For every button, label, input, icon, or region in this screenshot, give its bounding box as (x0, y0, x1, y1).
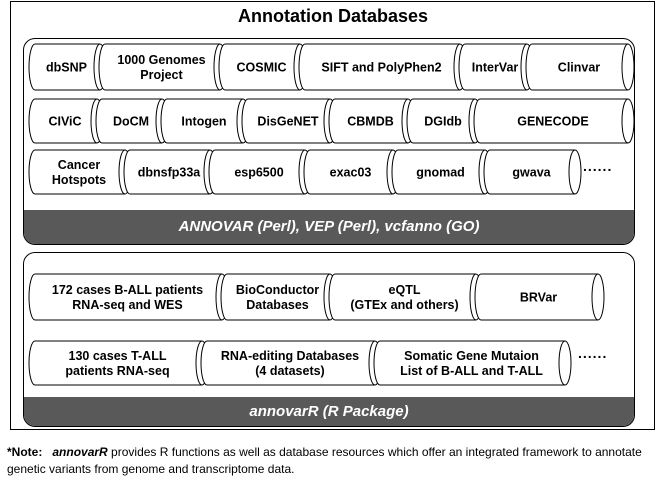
db-cylinder-cbmdb: CBMDB (328, 98, 415, 144)
db-label: InterVar (472, 61, 519, 75)
db-label: gnomad (416, 166, 465, 180)
db-label: Intogen (181, 115, 226, 129)
db-cylinder-172-cases-b-all-patients-rna-seq-and-wes: 172 cases B-ALL patients RNA-seq and WES (28, 273, 229, 321)
annovarr-package-bar: annovarR (R Package) (24, 397, 634, 426)
db-label: COSMIC (237, 61, 287, 75)
db-label: DoCM (113, 115, 149, 129)
db-label: BioConductor Databases (236, 283, 319, 312)
note-package: annovarR (52, 445, 108, 459)
db-cylinder-docm: DoCM (95, 98, 169, 144)
db-label: dbSNP (46, 61, 87, 75)
db-cylinder-somatic-gene-mutaion-list-of-b-all-and-t-all: Somatic Gene Mutaion List of B-ALL and T-… (373, 340, 572, 386)
db-cylinder-clinvar: Clinvar (525, 43, 635, 91)
db-label: esp6500 (234, 166, 283, 180)
db-label: SIFT and PolyPhen2 (321, 61, 441, 75)
db-cylinder-rna-editing-databases-4-datasets: RNA-editing Databases (4 datasets) (200, 340, 382, 386)
note-text: provides R functions as well as database… (7, 445, 642, 476)
db-label: 1000 Genomes Project (117, 53, 205, 82)
db-cylinder-intervar: InterVar (458, 43, 534, 91)
db-cylinder-cancer-hotspots: Cancer Hotspots (28, 149, 132, 195)
annovar-tools-bar: ANNOVAR (Perl), VEP (Perl), vcfanno (GO) (24, 210, 634, 244)
db-cylinder-dgidb: DGIdb (406, 98, 482, 144)
db-label: 172 cases B-ALL patients RNA-seq and WES (52, 283, 203, 312)
db-cylinder-disgenet: DisGeNET (241, 98, 337, 144)
more-databases-ellipsis: ...... (583, 158, 613, 174)
footnote: *Note: annovarR provides R functions as … (7, 444, 662, 478)
db-label: Clinvar (558, 61, 601, 75)
db-label: GENECODE (517, 115, 589, 129)
db-label: exac03 (330, 166, 372, 180)
diagram-title: Annotation Databases (237, 6, 429, 26)
db-cylinder-civic: CIViC (28, 98, 104, 144)
db-cylinder-esp6500: esp6500 (208, 149, 312, 195)
db-cylinder-brvar: BRVar (474, 273, 605, 321)
db-cylinder-dbsnp: dbSNP (28, 43, 107, 91)
db-cylinder-gwava: gwava (483, 149, 582, 195)
db-cylinder-sift-and-polyphen2: SIFT and PolyPhen2 (298, 43, 467, 91)
db-cylinder-bioconductor-databases: BioConductor Databases (220, 273, 337, 321)
db-cylinder-cosmic: COSMIC (218, 43, 307, 91)
db-label: CIViC (48, 115, 81, 129)
db-label: BRVar (520, 291, 557, 305)
db-cylinder-gnomad: gnomad (391, 149, 492, 195)
db-cylinder-dbnsfp33a: dbnsfp33a (123, 149, 217, 195)
db-cylinder-130-cases-t-all-patients-rna-seq: 130 cases T-ALL patients RNA-seq (28, 340, 209, 386)
db-label: CBMDB (347, 115, 394, 129)
db-cylinder-exac03: exac03 (303, 149, 400, 195)
more-resources-ellipsis: ...... (578, 345, 608, 361)
note-label: *Note: (7, 445, 43, 459)
db-cylinder-1000-genomes-project: 1000 Genomes Project (98, 43, 227, 91)
db-label: DisGeNET (257, 115, 318, 129)
db-cylinder-eqtl-gtex-and-others: eQTL (GTEx and others) (328, 273, 483, 321)
db-cylinder-intogen: Intogen (160, 98, 250, 144)
db-label: dbnsfp33a (138, 166, 202, 180)
db-label: DGIdb (424, 115, 462, 129)
db-label: eQTL (GTEx and others) (350, 283, 458, 312)
diagram-frame (10, 1, 655, 430)
db-label: gwava (512, 166, 551, 180)
db-label: Somatic Gene Mutaion List of B-ALL and T-… (400, 349, 543, 378)
db-label: RNA-editing Databases (4 datasets) (221, 349, 359, 378)
db-label: Cancer Hotspots (52, 158, 106, 187)
db-cylinder-genecode: GENECODE (473, 98, 635, 144)
db-label: 130 cases T-ALL patients RNA-seq (65, 349, 169, 378)
